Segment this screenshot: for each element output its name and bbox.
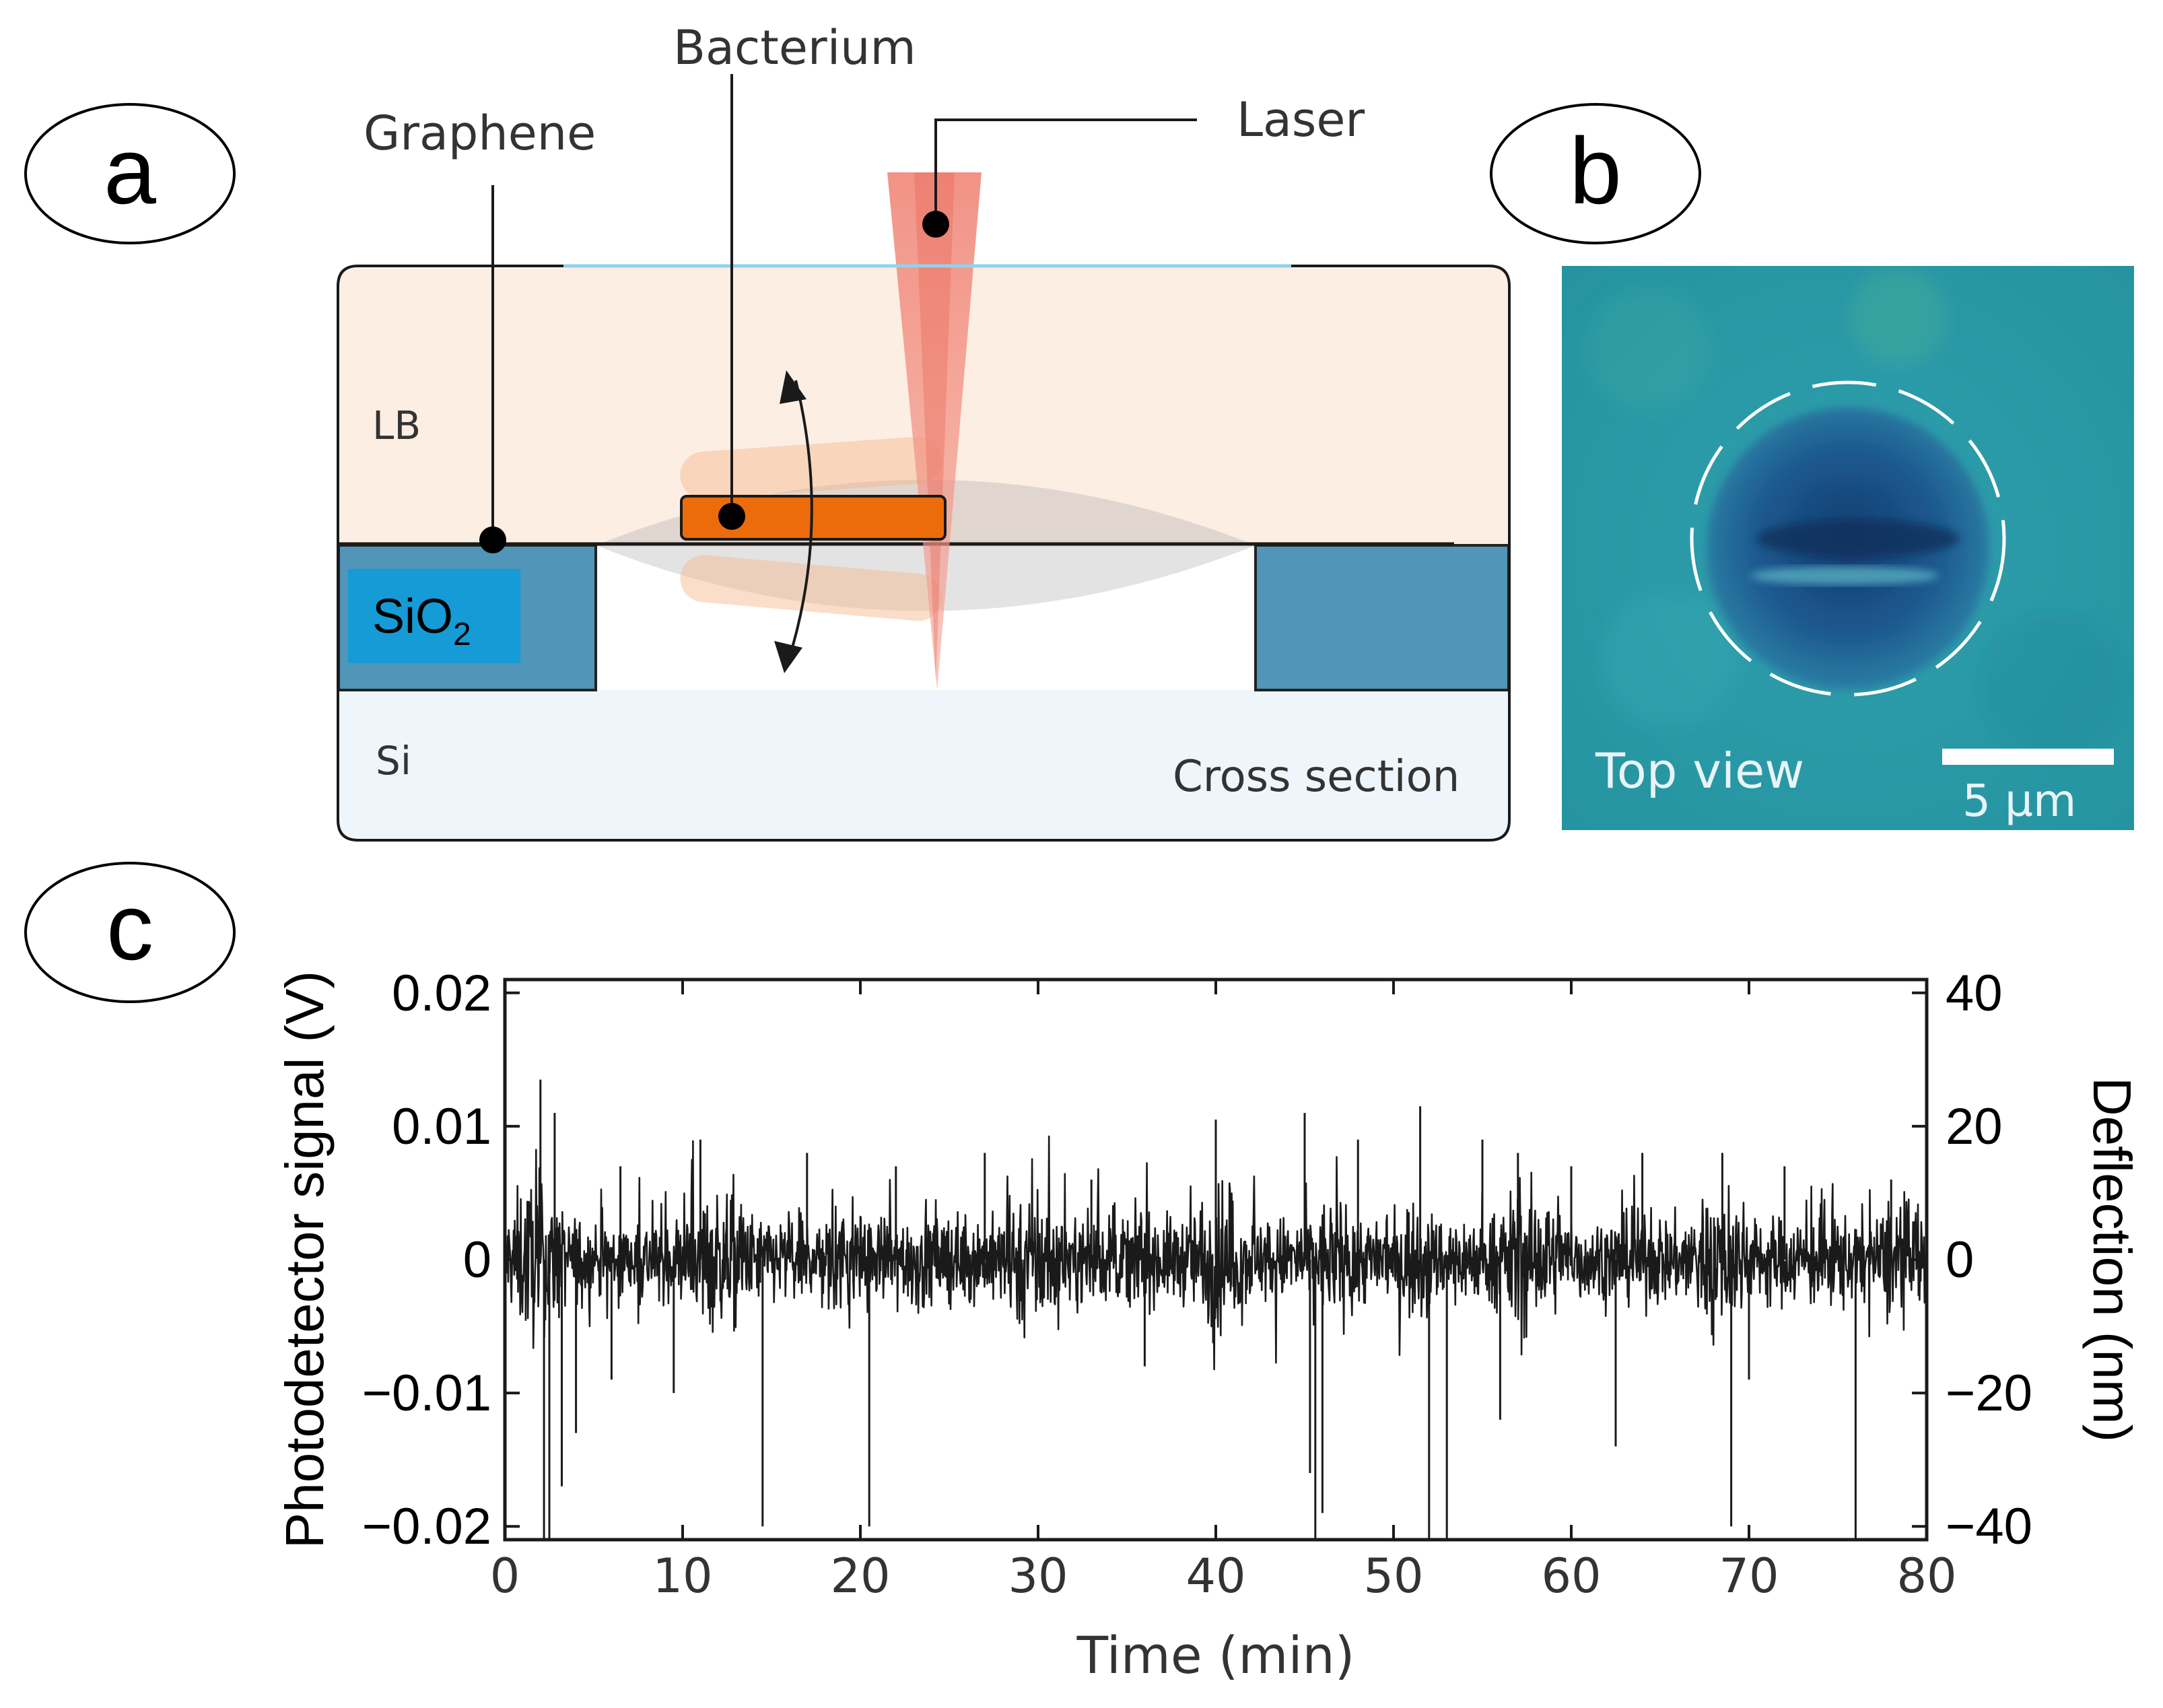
panel-c-badge: c bbox=[24, 862, 236, 1003]
panel-c-ellipse bbox=[24, 862, 236, 1003]
y-axis-label-right: Deflection (nm) bbox=[2082, 1077, 2142, 1442]
y-tick-label-right: −40 bbox=[1946, 1498, 2032, 1555]
si-label: Si bbox=[376, 738, 411, 784]
micrograph-texture bbox=[1602, 592, 1737, 727]
bacterium-label: Bacterium bbox=[673, 20, 916, 75]
oscillation-arrow bbox=[786, 380, 813, 664]
panel-c-letter: c bbox=[106, 874, 153, 980]
bacterium-highlight bbox=[1750, 566, 1939, 585]
laser-label: Laser bbox=[1237, 92, 1365, 147]
y-tick-label-left: −0.02 bbox=[362, 1498, 491, 1555]
laser-beam bbox=[887, 172, 982, 690]
micrograph-texture bbox=[1979, 613, 2127, 761]
micrograph-texture bbox=[1851, 269, 1946, 364]
bacterium bbox=[680, 495, 947, 541]
y-tick-label-left: 0.02 bbox=[392, 965, 491, 1022]
y-tick-label-right: 20 bbox=[1946, 1098, 2003, 1155]
x-tick-label: 80 bbox=[1896, 1548, 1956, 1604]
x-tick-label: 0 bbox=[490, 1548, 520, 1604]
panel-a-letter: a bbox=[104, 118, 156, 224]
graphene-leader-dot bbox=[479, 526, 506, 553]
panel-b-badge: b bbox=[1490, 103, 1701, 244]
x-tick-label: 20 bbox=[830, 1548, 890, 1604]
sio2-label-box bbox=[348, 569, 520, 663]
cross-section-label: Cross section bbox=[1173, 752, 1460, 802]
x-tick-label: 70 bbox=[1719, 1548, 1779, 1604]
top-view-micrograph: Top view 5 µm bbox=[1562, 266, 2134, 830]
lb-label: LB bbox=[372, 403, 421, 448]
tick-layer: 0 10 20 30 40 50 60 70 80 0.02 0.01 0 −0.01 −0.02 40 20… bbox=[362, 965, 2032, 1604]
scale-bar-label: 5 µm bbox=[1962, 775, 2076, 827]
bacterium-dark-band bbox=[1757, 520, 1959, 557]
panel-a-ellipse bbox=[24, 103, 236, 244]
panel-a-badge: a bbox=[24, 103, 236, 244]
cell-outline bbox=[337, 265, 1511, 842]
x-tick-label: 60 bbox=[1541, 1548, 1601, 1604]
bacterium-ghost-down bbox=[680, 555, 942, 621]
x-tick-label: 30 bbox=[1008, 1548, 1068, 1604]
signal-trace bbox=[504, 1135, 1928, 1371]
bacterium-leader-dot bbox=[718, 503, 745, 530]
y-tick-label-right: −20 bbox=[1946, 1365, 2032, 1422]
x-axis-label: Time (min) bbox=[1076, 1625, 1355, 1685]
y-tick-label-right: 0 bbox=[1946, 1231, 1974, 1289]
trace-layer bbox=[504, 1079, 1928, 1540]
panel-b-letter: b bbox=[1569, 118, 1622, 224]
y-axis-label-left: Photodetector signal (V) bbox=[275, 971, 335, 1548]
y-tick-label-right: 40 bbox=[1946, 965, 2003, 1022]
x-tick-label: 50 bbox=[1363, 1548, 1423, 1604]
micrograph-texture bbox=[1589, 289, 1710, 411]
graphene-label: Graphene bbox=[364, 106, 596, 161]
y-tick-label-left: −0.01 bbox=[362, 1365, 491, 1422]
laser-beam-core bbox=[914, 172, 955, 680]
oscillation-arrowhead-bottom bbox=[774, 641, 802, 673]
membrane-outline-dashed bbox=[1690, 380, 2006, 697]
panel-b-ellipse bbox=[1490, 103, 1701, 244]
y-tick-label-left: 0.01 bbox=[392, 1098, 491, 1155]
y-tick-label-left: 0 bbox=[463, 1231, 491, 1289]
x-tick-label: 10 bbox=[652, 1548, 712, 1604]
sio2-label: SiO2 bbox=[372, 590, 471, 652]
top-view-label: Top view bbox=[1595, 743, 1804, 799]
x-tick-label: 40 bbox=[1186, 1548, 1245, 1604]
deflection-time-trace: 0 10 20 30 40 50 60 70 80 0.02 0.01 0 −0.01 −0.02 40 20… bbox=[275, 965, 2142, 1685]
cross-section-diagram: SiO2 Graphene Bacterium Laser bbox=[337, 20, 1511, 842]
scale-bar bbox=[1942, 749, 2114, 765]
sio2-block-right bbox=[1254, 544, 1510, 691]
oscillation-arrowhead-top bbox=[780, 370, 806, 404]
laser-leader-line bbox=[934, 118, 1197, 224]
si-substrate bbox=[338, 690, 1509, 840]
laser-leader-dot bbox=[922, 211, 949, 238]
